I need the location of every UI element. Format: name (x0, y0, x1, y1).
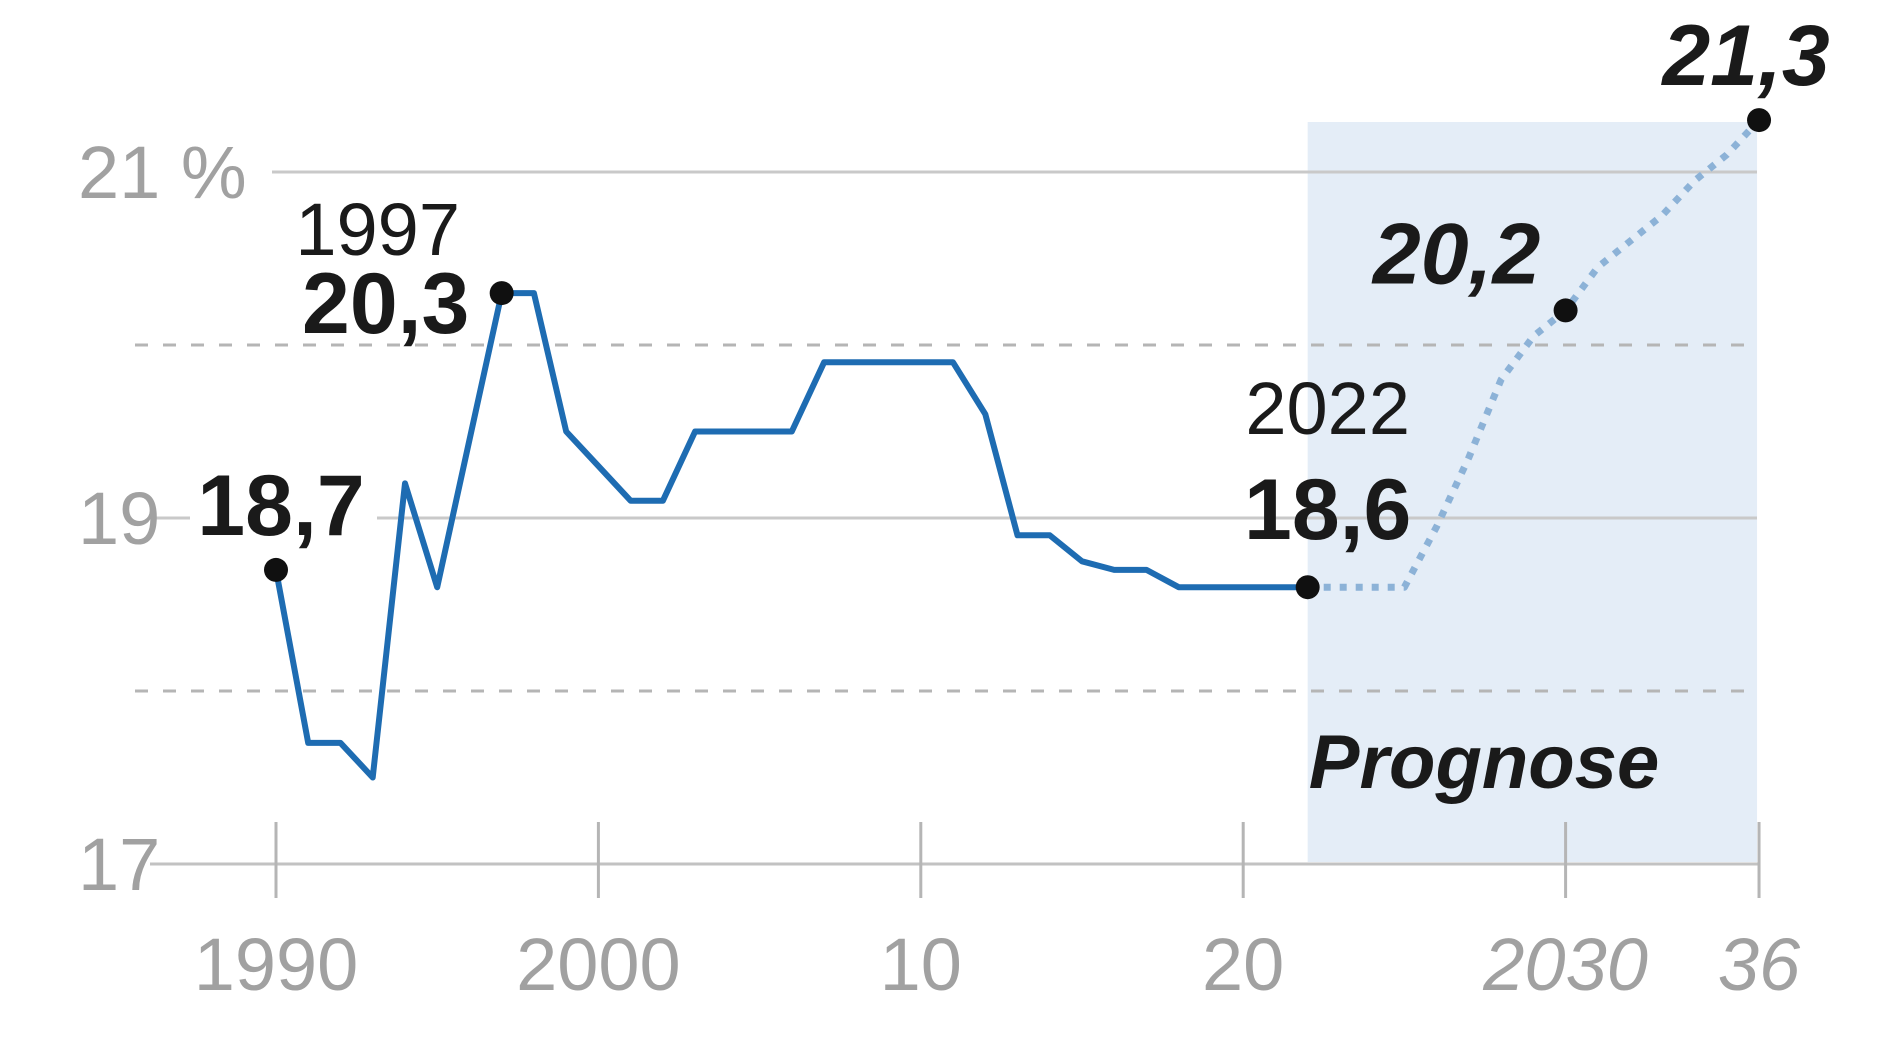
y-axis-label-17: 17 (78, 823, 160, 906)
annotation-value-1990: 18,7 (197, 458, 364, 554)
annotation-value-2022: 18,6 (1244, 462, 1411, 558)
data-point-1990 (264, 557, 288, 582)
forecast-region-label: Prognose (1309, 720, 1660, 805)
y-axis-label-19: 19 (78, 477, 160, 560)
annotation-year-1997: 1997 (295, 188, 460, 271)
data-point-2036 (1747, 108, 1772, 133)
annotation-year-2022: 2022 (1245, 367, 1410, 450)
x-axis-label-2010: 10 (880, 923, 962, 1006)
annotation-value-italic-2030: 20,2 (1371, 206, 1540, 302)
x-axis-label-2030: 2030 (1482, 923, 1648, 1006)
x-axis-label-2020: 20 (1202, 923, 1284, 1006)
x-axis-label-2000: 2000 (516, 923, 681, 1006)
forecast-region (1307, 122, 1758, 862)
data-point-2030 (1553, 298, 1578, 323)
data-point-1997 (489, 281, 514, 306)
series-historical (273, 290, 1311, 781)
annotation-value-italic-2036: 21,3 (1660, 8, 1829, 104)
x-axis-label-1990: 1990 (194, 923, 359, 1006)
x-axis-label-2036: 36 (1718, 923, 1801, 1006)
data-point-2022 (1295, 575, 1320, 600)
y-axis-label-21: 21 % (78, 131, 247, 214)
annotation-value-1997: 20,3 (302, 256, 469, 352)
